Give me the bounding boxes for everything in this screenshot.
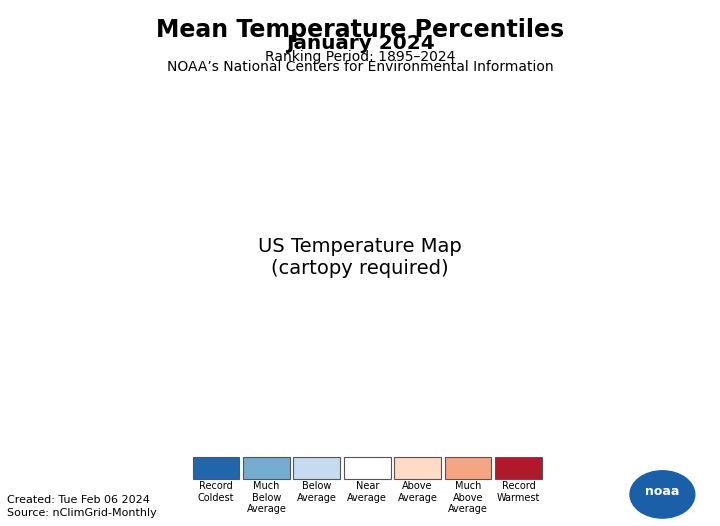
Text: US Temperature Map
(cartopy required): US Temperature Map (cartopy required)	[258, 237, 462, 278]
Text: Created: Tue Feb 06 2024: Created: Tue Feb 06 2024	[7, 495, 150, 505]
Text: Above
Average: Above Average	[397, 481, 438, 503]
Circle shape	[630, 471, 695, 518]
Text: noaa: noaa	[645, 485, 680, 498]
Text: NOAA’s National Centers for Environmental Information: NOAA’s National Centers for Environmenta…	[167, 60, 553, 75]
Text: Near
Average: Near Average	[347, 481, 387, 503]
Text: Much
Below
Average: Much Below Average	[246, 481, 287, 514]
Text: Below
Average: Below Average	[297, 481, 337, 503]
Text: Much
Above
Average: Much Above Average	[448, 481, 488, 514]
Text: Record
Warmest: Record Warmest	[497, 481, 540, 503]
Text: Ranking Period: 1895–2024: Ranking Period: 1895–2024	[265, 50, 455, 64]
Text: Source: nClimGrid-Monthly: Source: nClimGrid-Monthly	[7, 508, 157, 518]
Text: Mean Temperature Percentiles: Mean Temperature Percentiles	[156, 18, 564, 43]
Text: January 2024: January 2024	[286, 34, 434, 53]
Text: Record
Coldest: Record Coldest	[198, 481, 234, 503]
